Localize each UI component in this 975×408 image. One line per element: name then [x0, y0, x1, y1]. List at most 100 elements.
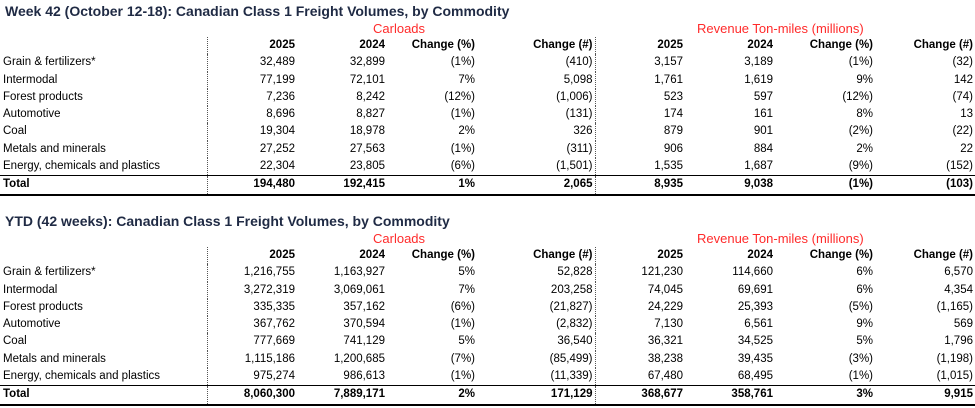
table-cell: (1%) — [450, 142, 475, 155]
table-cell: (103) — [875, 175, 975, 196]
table-cell: 38,238 — [647, 352, 683, 365]
table-cell: 72,101 — [349, 73, 385, 86]
row-label-header — [0, 37, 208, 55]
table-cell: 326 — [477, 123, 596, 141]
column-header: 2025 — [269, 249, 295, 261]
table-cell: 2,065 — [477, 175, 596, 196]
column-header: Change (%) — [411, 249, 475, 261]
table-cell: 367,762 — [253, 318, 295, 331]
table-cell: 2% — [458, 125, 475, 138]
column-header: 2025 — [269, 39, 295, 51]
table-cell: 9,915 — [875, 385, 975, 406]
table-cell: (6%) — [450, 160, 475, 173]
table-row: Forest products 335,335 357,162 (6%) (21,827… — [0, 298, 975, 317]
table-row: Coal 19,304 18,978 2% 326 879 901 (2%) (22) — [0, 123, 975, 141]
table-cell: (5%) — [848, 300, 873, 313]
table-row: Metals and minerals 1,115,186 1,200,685 (7%… — [0, 350, 975, 369]
table-cell: 7,130 — [654, 318, 683, 331]
ytd-table: 2025 2024 Change (%) Change (#) 2025 2024 Chan… — [0, 247, 975, 406]
table-cell: 3,069,061 — [333, 283, 385, 296]
table-cell: 9% — [856, 73, 873, 86]
table-cell: 7,236 — [266, 90, 295, 103]
table-cell: 1,115,186 — [244, 352, 295, 365]
total-row: Total 194,480 192,415 1% 2,065 8,935 9,038 (1%)… — [0, 175, 975, 196]
table-cell: 1,216,755 — [243, 266, 295, 279]
table-cell: (11,339) — [477, 368, 596, 386]
table-cell: 879 — [663, 125, 683, 138]
table-cell: 18,978 — [349, 125, 385, 138]
table-cell: 1,687 — [744, 160, 773, 173]
table-row: Intermodal 77,199 72,101 7% 5,098 1,761 1,619 9… — [0, 71, 975, 89]
table-cell: 3% — [775, 385, 875, 406]
table-cell: (32) — [952, 56, 973, 69]
table-cell: (3%) — [848, 352, 873, 365]
table-row: Grain & fertilizers* 32,489 32,899 (1%) (410… — [0, 54, 975, 72]
table-cell: (1,198) — [936, 352, 973, 365]
table-cell: 174 — [663, 108, 683, 121]
table-cell: 36,540 — [477, 333, 596, 351]
table-cell: 24,229 — [647, 300, 683, 313]
table-cell: (152) — [946, 160, 973, 173]
table-cell: 5% — [856, 335, 873, 348]
table-cell: 777,669 — [253, 335, 295, 348]
table-cell: 986,613 — [343, 370, 385, 383]
table-cell: (12%) — [444, 90, 475, 103]
table-cell: 8,935 — [595, 175, 685, 196]
column-header: Change (%) — [809, 39, 873, 51]
table-cell: 2% — [387, 385, 477, 406]
table-cell: 5% — [458, 335, 475, 348]
table-cell: (410) — [477, 54, 596, 72]
table-cell: (1,015) — [936, 370, 973, 383]
table-cell: 5,098 — [477, 71, 596, 89]
table-row: Grain & fertilizers* 1,216,755 1,163,927 5%… — [0, 264, 975, 282]
table-row: Energy, chemicals and plastics 975,274 986… — [0, 368, 975, 386]
table-cell: 203,258 — [477, 281, 596, 299]
table-cell: 569 — [953, 318, 973, 331]
table-cell: 3,157 — [654, 56, 683, 69]
weekly-carloads-header: Carloads — [373, 21, 426, 36]
table-cell: 23,805 — [349, 160, 385, 173]
table-cell: (1%) — [450, 318, 475, 331]
table-cell: (85,499) — [477, 350, 596, 369]
table-row: Forest products 7,236 8,242 (12%) (1,006) 523… — [0, 88, 975, 107]
table-cell: 121,230 — [641, 266, 683, 279]
table-cell: 142 — [953, 73, 973, 86]
table-cell: 7% — [458, 73, 475, 86]
table-cell: (1,165) — [936, 300, 973, 313]
table-cell: 6,561 — [744, 318, 773, 331]
table-cell: 69,691 — [737, 283, 773, 296]
table-cell: (1%) — [848, 56, 873, 69]
table-cell: (74) — [952, 90, 973, 103]
table-cell: (1,501) — [477, 158, 596, 176]
table-cell: (21,827) — [477, 298, 596, 317]
table-cell: 6% — [856, 283, 873, 296]
table-cell: 22 — [960, 142, 973, 155]
table-cell: 1,535 — [654, 160, 683, 173]
row-label: Grain & fertilizers* — [0, 54, 208, 72]
table-cell: 357,162 — [343, 300, 385, 313]
column-header: 2024 — [359, 39, 385, 51]
table-cell: (9%) — [848, 160, 873, 173]
table-cell: 1,163,927 — [333, 266, 385, 279]
table-cell: 901 — [753, 125, 773, 138]
table-cell: 9,038 — [685, 175, 775, 196]
weekly-table: 2025 2024 Change (%) Change (#) 2025 2024 Chan… — [0, 37, 975, 196]
ytd-title: YTD (42 weeks): Canadian Class 1 Freight… — [5, 213, 450, 229]
table-cell: 27,563 — [349, 142, 385, 155]
row-label: Forest products — [0, 88, 208, 107]
table-cell: 39,435 — [737, 352, 773, 365]
table-row: Coal 777,669 741,129 5% 36,540 36,321 34,525 5%… — [0, 333, 975, 351]
table-cell: 3,272,319 — [243, 283, 295, 296]
table-cell: 8,827 — [356, 108, 385, 121]
table-cell: 8,696 — [266, 108, 295, 121]
table-cell: 25,393 — [737, 300, 773, 313]
table-cell: 67,480 — [647, 370, 683, 383]
table-cell: 523 — [663, 90, 683, 103]
row-label: Metals and minerals — [0, 140, 208, 159]
table-cell: 2% — [856, 142, 873, 155]
table-cell: 4,354 — [944, 283, 973, 296]
table-cell: 884 — [753, 142, 773, 155]
table-cell: (131) — [477, 106, 596, 124]
column-header: 2024 — [747, 39, 773, 51]
table-cell: 171,129 — [477, 385, 596, 406]
